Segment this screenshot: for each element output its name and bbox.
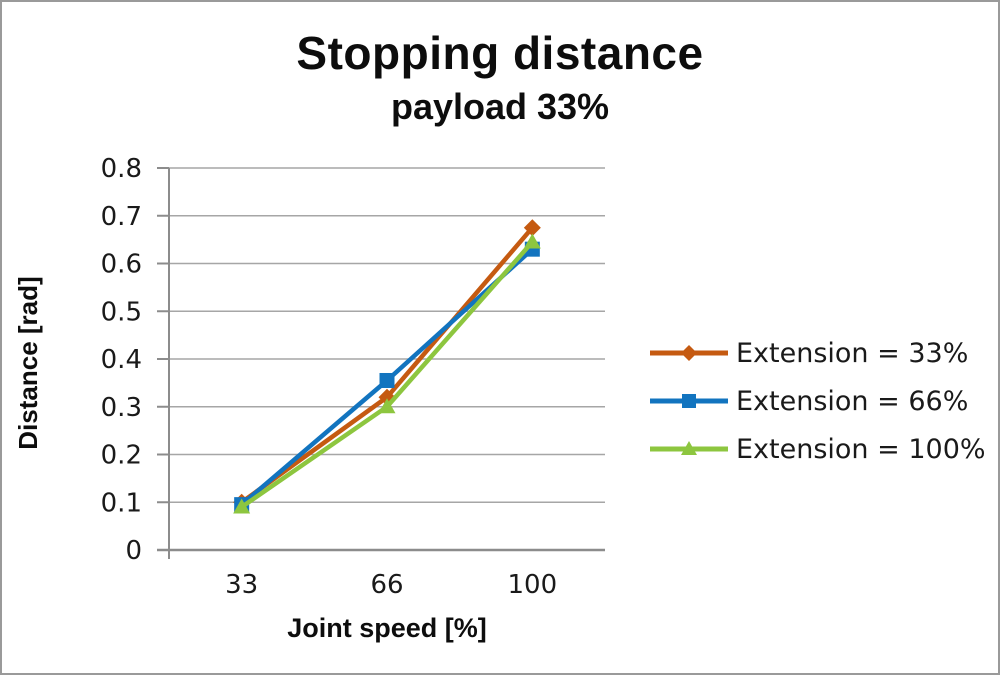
legend-label: Extension = 66% — [736, 385, 969, 417]
marker-triangle — [378, 398, 396, 414]
y-tick-label: 0.7 — [101, 202, 142, 232]
x-tick-label: 66 — [370, 570, 403, 600]
marker-triangle — [233, 498, 251, 514]
legend-marker-square-icon — [650, 394, 728, 408]
legend-item: Extension = 100% — [650, 432, 986, 466]
legend-marker-triangle-icon — [650, 441, 728, 455]
y-tick-label: 0.4 — [101, 345, 142, 375]
legend-item: Extension = 33% — [650, 336, 986, 370]
y-tick-label: 0.3 — [101, 393, 142, 423]
marker-diamond — [681, 345, 697, 361]
marker-triangle — [681, 441, 697, 455]
legend-label: Extension = 33% — [736, 337, 969, 369]
marker-triangle — [523, 233, 541, 249]
legend-marker-diamond-icon — [650, 345, 728, 361]
legend: Extension = 33% Extension = 66% Extensio… — [650, 336, 986, 466]
marker-diamond — [523, 219, 541, 237]
chart-title: Stopping distance — [296, 27, 704, 79]
legend-label: Extension = 100% — [736, 433, 986, 465]
chart-subtitle: payload 33% — [390, 86, 610, 127]
y-tick-label: 0.6 — [101, 250, 142, 280]
y-tick-label: 0.8 — [101, 154, 142, 184]
x-tick-label: 100 — [508, 570, 558, 600]
x-axis-title: Joint speed [%] — [287, 613, 487, 643]
legend-item: Extension = 66% — [650, 384, 986, 418]
series-line — [239, 225, 535, 505]
y-tick-label: 0.5 — [101, 297, 142, 327]
y-tick-label: 0.1 — [101, 488, 142, 518]
x-tick-label: 33 — [225, 570, 258, 600]
y-tick-label: 0.2 — [101, 441, 142, 471]
marker-square — [682, 394, 696, 408]
marker-square — [379, 372, 395, 388]
y-axis-title: Distance [rad] — [13, 276, 43, 450]
y-tick-label: 0 — [125, 536, 142, 566]
